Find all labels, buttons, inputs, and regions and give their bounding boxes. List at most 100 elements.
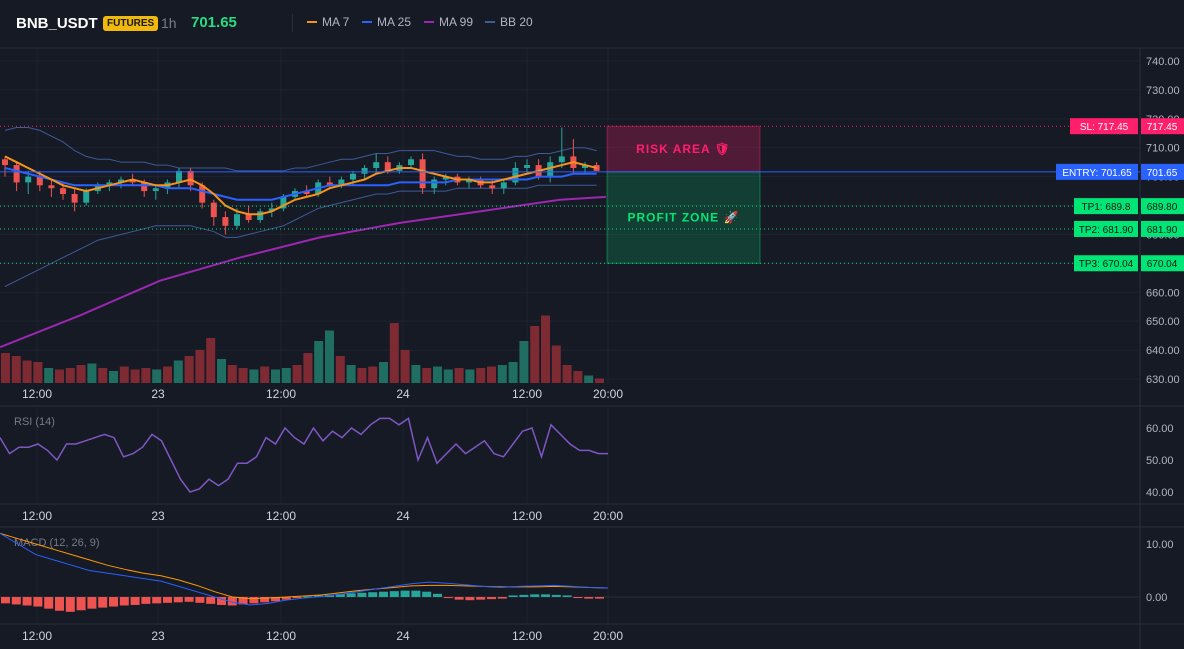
macd-histogram-bar — [314, 595, 324, 597]
tp1-price-tag: 689.80 — [1147, 202, 1178, 213]
ma25-line — [4, 166, 597, 201]
sl-label-bg — [1070, 118, 1138, 135]
macd-histogram-bar — [595, 597, 604, 599]
volume-bar — [130, 369, 140, 383]
price-tick-label: 740.00 — [1146, 56, 1180, 68]
volume-bar — [271, 369, 280, 383]
risk-area-label: RISK AREA 🛡 — [636, 142, 731, 156]
macd-histogram-bar — [141, 597, 151, 604]
volume-bar — [487, 366, 496, 383]
time-label: 12:00 — [266, 387, 296, 401]
legend-bb20[interactable]: BB 20 — [485, 15, 533, 29]
legend-ma99-label: MA 99 — [439, 15, 474, 29]
candle-body — [234, 214, 240, 226]
volume-bar — [476, 368, 486, 383]
volume-bar — [33, 362, 43, 383]
timeframe-label[interactable]: 1h — [161, 15, 177, 31]
macd-histogram-bar — [454, 597, 464, 600]
tp3-price-tag: 670.04 — [1147, 259, 1178, 270]
time-label: 23 — [151, 509, 165, 523]
legend-ma25[interactable]: MA 25 — [362, 15, 411, 29]
volume-bar — [508, 362, 518, 383]
candle-body — [419, 159, 426, 189]
macd-histogram-bar — [346, 593, 356, 597]
volume-bar — [22, 360, 32, 383]
risk-area — [606, 125, 761, 173]
candle-body — [222, 217, 229, 226]
macd-histogram-bar — [281, 597, 291, 600]
volume-bar — [227, 365, 237, 383]
candle-body — [2, 159, 8, 166]
time-label: 12:00 — [266, 629, 296, 643]
volume-bar — [411, 365, 421, 383]
rsi-tick-label: 40.00 — [1146, 487, 1174, 499]
macd-histogram-bar — [119, 597, 129, 606]
macd-histogram-bar — [443, 597, 453, 599]
price-tick-label: 630.00 — [1146, 374, 1180, 386]
time-label: 12:00 — [22, 387, 52, 401]
time-label: 12:00 — [266, 509, 296, 523]
candle-body — [152, 188, 159, 192]
volume-bar — [325, 330, 334, 383]
symbol-name[interactable]: BNB_USDT — [16, 15, 98, 32]
candle-body — [83, 191, 90, 203]
macd-histogram-bar — [184, 597, 194, 602]
volume-bar — [335, 356, 345, 383]
volume-bar — [141, 368, 151, 383]
volume-bar — [55, 369, 64, 383]
volume-bar — [76, 365, 86, 383]
futures-badge: FUTURES — [103, 16, 159, 31]
volume-bar — [44, 368, 54, 383]
volume-bar — [519, 341, 529, 383]
volume-bar — [368, 366, 378, 383]
price-tick-label: 710.00 — [1146, 143, 1180, 155]
macd-histogram-bar — [11, 597, 21, 605]
volume-bar — [260, 366, 270, 383]
entry-label: ENTRY: 701.65 — [1062, 168, 1132, 179]
candle-body — [257, 211, 264, 220]
macd-tick-label: 10.00 — [1146, 539, 1174, 551]
candle-body — [361, 167, 368, 174]
volume-bar — [465, 369, 475, 383]
volume-bar — [303, 353, 313, 383]
candle-body — [338, 179, 345, 186]
price-tick-label: 660.00 — [1146, 287, 1180, 299]
last-price: 701.65 — [191, 14, 237, 31]
candle-body — [384, 162, 391, 171]
tp1-label-bg — [1074, 198, 1138, 215]
rsi-title: RSI (14) — [14, 416, 55, 428]
legend-ma7[interactable]: MA 7 — [307, 15, 349, 29]
time-label: 23 — [151, 629, 165, 643]
tp3-label-bg — [1074, 255, 1138, 272]
time-label: 20:00 — [593, 629, 623, 643]
macd-histogram-bar — [519, 594, 529, 597]
candle-body — [280, 196, 287, 209]
candle-body — [129, 179, 136, 183]
time-label: 24 — [396, 387, 410, 401]
macd-histogram-bar — [109, 597, 118, 607]
candle-body — [106, 182, 113, 186]
candle-body — [245, 214, 252, 220]
volume-bar — [422, 368, 432, 383]
volume-bar — [163, 366, 172, 383]
volume-bar — [119, 366, 129, 383]
volume-bar — [173, 360, 183, 383]
macd-histogram-bar — [389, 591, 399, 597]
time-label: 12:00 — [22, 629, 52, 643]
volume-bar — [292, 365, 302, 383]
volume-bar — [217, 359, 226, 383]
candle-body — [408, 159, 414, 166]
tp2-price-tag-bg — [1141, 220, 1184, 237]
price-tick-label: 730.00 — [1146, 85, 1180, 97]
candle-body — [25, 176, 32, 183]
macd-histogram-bar — [541, 594, 550, 597]
profit-zone — [606, 171, 761, 264]
legend-ma99[interactable]: MA 99 — [424, 15, 473, 29]
tp2-label: TP2: 681.90 — [1079, 225, 1134, 236]
tp2-price-tag: 681.90 — [1147, 225, 1178, 236]
candle-body — [60, 188, 66, 194]
macd-line — [0, 532, 609, 606]
legend-ma25-label: MA 25 — [377, 15, 412, 29]
volume-bar — [206, 338, 216, 383]
